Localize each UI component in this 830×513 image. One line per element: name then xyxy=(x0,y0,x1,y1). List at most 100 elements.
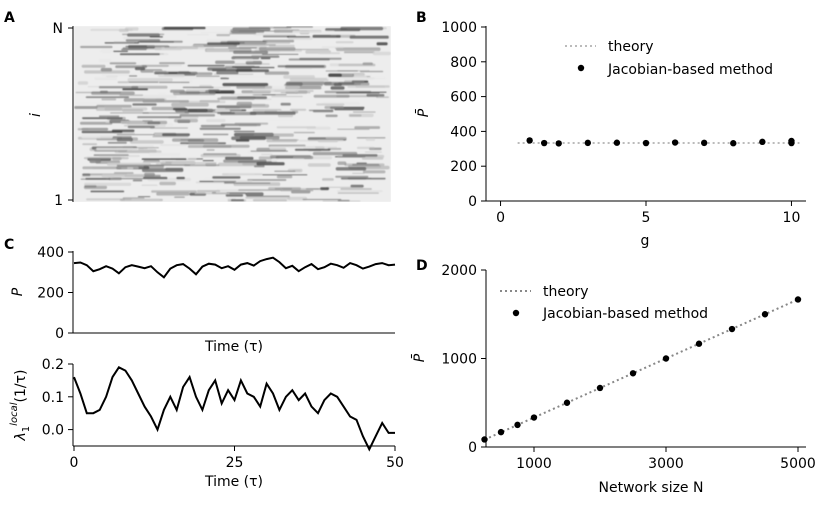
raster-streak xyxy=(299,57,342,60)
panel-c-bottom: 0.0 0.1 0.2 0 25 50 Time (τ) λ1local(1/τ) xyxy=(9,357,404,490)
raster-streak xyxy=(129,75,138,77)
panel-b-ylabel: P̄ xyxy=(414,108,432,117)
raster-streak xyxy=(343,77,375,80)
raster-streak xyxy=(111,129,135,133)
raster-streak xyxy=(324,90,372,94)
raster-streak xyxy=(82,143,98,146)
panel-b-xtick-label: 10 xyxy=(783,210,801,226)
panel-b-point xyxy=(526,137,533,144)
raster-streak xyxy=(236,101,253,106)
raster-streak xyxy=(85,96,130,99)
panel-c-top-series-line xyxy=(73,256,396,279)
raster-streak xyxy=(171,102,209,107)
raster-streak xyxy=(338,82,355,85)
panel-d-points xyxy=(481,296,802,443)
panel-b-point xyxy=(700,139,708,147)
panel-a-tick-label-1: 1 xyxy=(54,193,63,209)
raster-streak xyxy=(337,199,350,202)
raster-streak xyxy=(253,165,265,168)
raster-streak xyxy=(80,45,113,49)
raster-streak xyxy=(141,168,184,173)
raster-streak xyxy=(98,115,120,118)
raster-streak xyxy=(187,64,225,67)
raster-streak xyxy=(347,85,386,88)
raster-streak xyxy=(362,170,386,174)
raster-streak xyxy=(307,163,331,167)
panel-b-point xyxy=(788,139,795,147)
raster-streak xyxy=(195,162,217,164)
raster-streak xyxy=(207,42,240,45)
raster-streak xyxy=(337,190,383,193)
raster-streak xyxy=(234,58,254,62)
raster-streak xyxy=(86,198,126,201)
panel-b: 0 200 400 600 800 1000 0 5 10 g P̄ theory Jacobi… xyxy=(414,20,806,249)
panel-b-point xyxy=(613,139,621,146)
raster-streak xyxy=(188,140,219,144)
raster-streak xyxy=(252,108,282,112)
raster-streak xyxy=(94,77,118,81)
raster-streak xyxy=(322,178,334,181)
raster-streak xyxy=(157,74,185,78)
raster-streak xyxy=(299,139,344,142)
raster-streak xyxy=(249,111,296,115)
raster-streak xyxy=(245,192,264,196)
raster-streak xyxy=(349,35,389,39)
raster-streak xyxy=(295,48,329,51)
raster-streak xyxy=(348,113,374,118)
raster-streak xyxy=(91,91,135,95)
raster-streak xyxy=(330,86,345,90)
raster-streak xyxy=(294,148,331,151)
raster-streak xyxy=(187,145,232,148)
raster-streak xyxy=(306,126,331,130)
raster-streak xyxy=(233,44,276,46)
raster-streak xyxy=(154,47,183,51)
raster-streak xyxy=(285,82,303,86)
panel-c-top-ytick-label: 200 xyxy=(37,286,64,302)
raster-streak xyxy=(127,78,173,82)
raster-streak xyxy=(122,88,149,91)
raster-streak xyxy=(98,58,112,63)
panel-d-point xyxy=(794,296,802,303)
raster-streak xyxy=(264,50,280,53)
raster-streak xyxy=(287,196,308,201)
raster-streak xyxy=(364,151,382,153)
raster-streak xyxy=(252,199,288,202)
raster-streak xyxy=(236,85,273,89)
raster-streak xyxy=(117,81,129,84)
raster-streak xyxy=(115,65,148,69)
raster-streak xyxy=(329,63,340,67)
raster-streak xyxy=(252,88,299,93)
raster-streak xyxy=(109,62,137,65)
raster-streak xyxy=(352,163,380,166)
raster-streak xyxy=(228,47,257,49)
raster-streak xyxy=(312,34,341,38)
raster-streak xyxy=(312,110,334,113)
raster-streak xyxy=(276,175,293,179)
raster-streak xyxy=(254,33,295,36)
panel-letter-b: B xyxy=(416,10,427,26)
raster-streak xyxy=(99,155,140,157)
raster-streak xyxy=(335,41,354,44)
raster-streak xyxy=(239,136,280,140)
raster-streak xyxy=(366,93,385,97)
raster-streak xyxy=(116,134,155,136)
raster-streak xyxy=(352,172,365,174)
raster-streak xyxy=(212,176,241,179)
raster-streak xyxy=(148,152,181,157)
panel-d-point xyxy=(728,325,736,333)
raster-streak xyxy=(132,179,143,182)
raster-streak xyxy=(290,108,307,111)
panel-d-xtick-label: 1000 xyxy=(516,456,552,472)
raster-streak xyxy=(131,198,160,201)
raster-streak xyxy=(163,26,206,30)
raster-streak xyxy=(230,29,261,33)
raster-streak xyxy=(96,147,139,151)
raster-streak xyxy=(216,71,239,75)
panel-c-bottom-ylabel: λ1local(1/τ) xyxy=(9,370,32,442)
raster-streak xyxy=(143,176,168,180)
panel-d-point xyxy=(662,355,670,362)
raster-streak xyxy=(127,125,155,129)
raster-streak xyxy=(176,176,185,180)
raster-streak xyxy=(247,179,287,181)
panel-d-legend-jacobian-swatch xyxy=(512,309,520,317)
